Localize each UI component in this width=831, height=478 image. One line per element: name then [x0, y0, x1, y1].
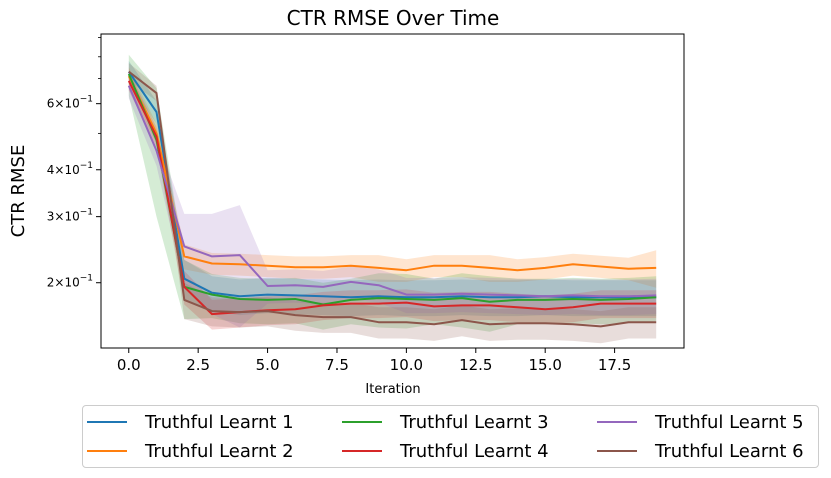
legend-label: Truthful Learnt 3: [400, 411, 549, 433]
plot-frame: [100, 33, 685, 349]
legend-label: Truthful Learnt 2: [145, 440, 294, 462]
chart-title: CTR RMSE Over Time: [287, 6, 500, 30]
x-tick-label: 10.0: [390, 356, 423, 374]
ctr-rmse-chart: CTR RMSE Over Time CTR RMSE Iteration 0.…: [8, 6, 685, 397]
y-axis-ticks: 2×10−1 3×10−1 4×10−1 6×10−1: [47, 37, 101, 290]
legend-label: Truthful Learnt 1: [145, 411, 294, 433]
line-series-4: [127, 80, 657, 316]
x-tick-label: 2.5: [186, 356, 210, 374]
legend-swatch: [87, 450, 127, 452]
x-tick-label: 5.0: [256, 356, 280, 374]
y-tick-label: 6×10−1: [47, 95, 93, 111]
y-tick-label: 2×10−1: [47, 274, 93, 290]
x-tick-label: 17.5: [598, 356, 631, 374]
x-axis-ticks: 0.0 2.5 5.0 7.5 10.0 12.5 15.0 17.5: [117, 348, 631, 374]
legend-swatch: [342, 421, 382, 423]
line-series-1: [127, 71, 657, 299]
y-tick-label: 4×10−1: [47, 161, 93, 177]
x-tick-label: 12.5: [459, 356, 492, 374]
legend-label: Truthful Learnt 5: [655, 411, 804, 433]
band-series-1: [128, 60, 657, 317]
legend-label: Truthful Learnt 4: [400, 440, 549, 462]
y-axis-label: CTR RMSE: [8, 145, 29, 238]
line-series-3: [127, 73, 657, 306]
x-tick-label: 7.5: [325, 356, 349, 374]
line-series-2: [127, 75, 657, 272]
line-series-6: [128, 70, 657, 328]
legend-swatch: [597, 450, 637, 452]
line-series-5: [127, 85, 657, 298]
legend-item-1: Truthful Learnt 1: [87, 409, 294, 435]
x-tick-label: 15.0: [528, 356, 561, 374]
legend-swatch: [342, 450, 382, 452]
legend-item-6: Truthful Learnt 6: [597, 438, 804, 464]
x-tick-label: 0.0: [117, 356, 141, 374]
legend-item-3: Truthful Learnt 3: [342, 409, 549, 435]
x-axis-label: Iteration: [365, 382, 420, 397]
band-series-2: [128, 67, 657, 288]
legend-item-2: Truthful Learnt 2: [87, 438, 294, 464]
legend-item-5: Truthful Learnt 5: [597, 409, 804, 435]
legend-swatch: [597, 421, 637, 423]
band-series-5: [128, 74, 657, 328]
y-tick-label: 3×10−1: [47, 208, 93, 224]
legend: Truthful Learnt 1 Truthful Learnt 2 Truthf…: [82, 405, 819, 468]
legend-label: Truthful Learnt 6: [655, 440, 804, 462]
band-series-6: [128, 63, 657, 344]
legend-item-4: Truthful Learnt 4: [342, 438, 549, 464]
legend-swatch: [87, 421, 127, 423]
series-lines: [127, 70, 657, 328]
